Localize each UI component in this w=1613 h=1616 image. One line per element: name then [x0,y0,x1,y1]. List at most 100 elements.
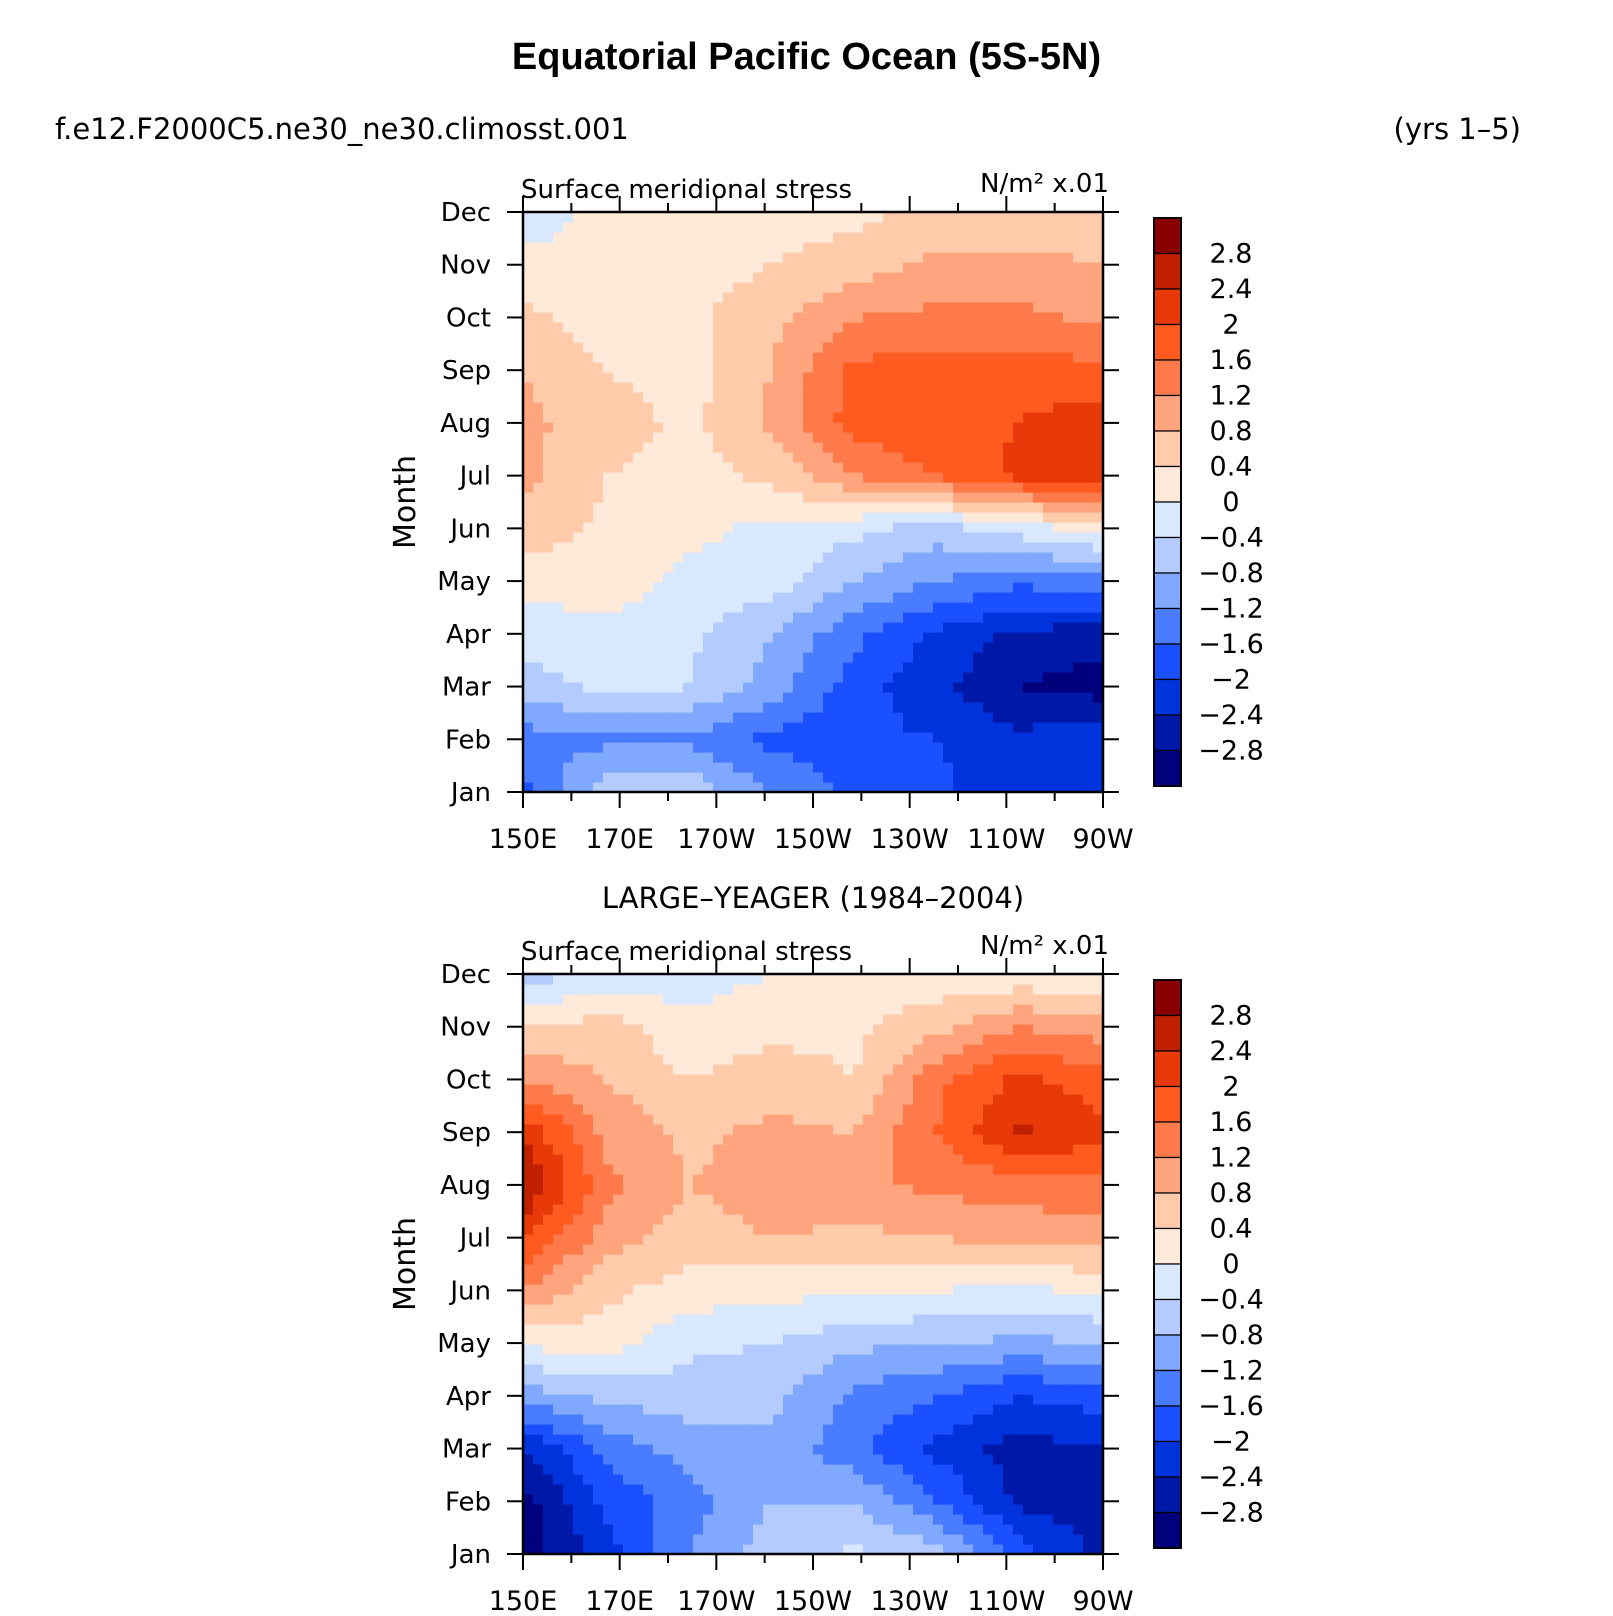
field-cell [683,392,694,403]
field-cell [873,322,884,333]
field-cell [733,1454,744,1465]
field-cell [903,232,914,243]
field-cell [883,1454,894,1465]
field-cell [883,1464,894,1475]
field-cell [973,382,984,393]
field-cell [863,712,874,723]
field-cell [953,1454,964,1465]
field-cell [763,652,774,663]
field-cell [773,302,784,313]
field-cell [583,262,594,273]
field-cell [973,1354,984,1365]
field-cell [643,1474,654,1485]
field-cell [873,442,884,453]
field-cell [1013,1294,1024,1305]
field-cell [1063,1294,1074,1305]
field-cell [873,1314,884,1325]
field-cell [773,1384,784,1395]
field-cell [1093,292,1104,303]
field-cell [1083,1474,1094,1485]
field-cell [643,1384,654,1395]
field-cell [963,632,974,643]
field-cell [1003,232,1014,243]
field-cell [553,1414,564,1425]
field-cell [583,562,594,573]
field-cell [643,212,654,223]
field-cell [653,1344,664,1355]
field-cell [853,762,864,773]
field-cell [823,1304,834,1315]
field-cell [753,642,764,653]
field-cell [803,1384,814,1395]
field-cell [623,1524,634,1535]
field-cell [703,512,714,523]
field-cell [573,592,584,603]
field-cell [1053,1304,1064,1315]
field-cell [833,322,844,333]
field-cell [623,472,634,483]
field-cell [1043,562,1054,573]
field-cell [713,1344,724,1355]
field-cell [643,1314,654,1325]
field-cell [783,1434,794,1445]
field-cell [863,582,874,593]
field-cell [963,352,974,363]
field-cell [893,472,904,483]
field-cell [973,712,984,723]
field-cell [673,472,684,483]
field-cell [693,1314,704,1325]
field-cell [933,632,944,643]
field-cell [653,642,664,653]
field-cell [523,332,534,343]
field-cell [1003,1414,1014,1425]
field-cell [523,1334,534,1345]
field-cell [933,512,944,523]
field-cell [633,1504,644,1515]
field-cell [973,582,984,593]
field-cell [993,432,1004,443]
field-cell [773,1374,784,1385]
field-cell [1093,1404,1104,1415]
field-cell [763,722,774,733]
field-cell [523,642,534,653]
field-cell [1023,522,1034,533]
field-cell [1073,1364,1084,1375]
field-cell [873,782,884,793]
field-cell [1083,1544,1094,1555]
field-cell [863,1404,874,1415]
field-cell [813,1514,824,1525]
field-cell [623,482,634,493]
field-cell [593,1454,604,1465]
field-cell [793,1514,804,1525]
field-cell [733,482,744,493]
field-cell [903,1334,914,1345]
field-cell [1053,242,1064,253]
field-cell [693,1344,704,1355]
field-cell [973,652,984,663]
field-cell [713,1334,724,1345]
field-cell [533,1464,544,1475]
field-cell [1063,572,1074,583]
field-cell [823,522,834,533]
field-cell [953,522,964,533]
field-cell [713,382,724,393]
field-cell [593,532,604,543]
field-cell [593,362,604,373]
field-cell [553,512,564,523]
field-cell [753,782,764,793]
field-cell [1073,1394,1084,1405]
y-tick-label: Aug [440,409,491,439]
field-cell [963,1494,974,1505]
field-cell [623,312,634,323]
field-cell [1003,1424,1014,1435]
field-cell [983,482,994,493]
field-cell [653,242,664,253]
field-cell [713,542,724,553]
field-cell [953,602,964,613]
field-cell [803,552,814,563]
field-cell [863,442,874,453]
field-cell [1033,1414,1044,1425]
field-cell [593,732,604,743]
field-cell [653,1484,664,1495]
field-cell [783,1324,794,1335]
